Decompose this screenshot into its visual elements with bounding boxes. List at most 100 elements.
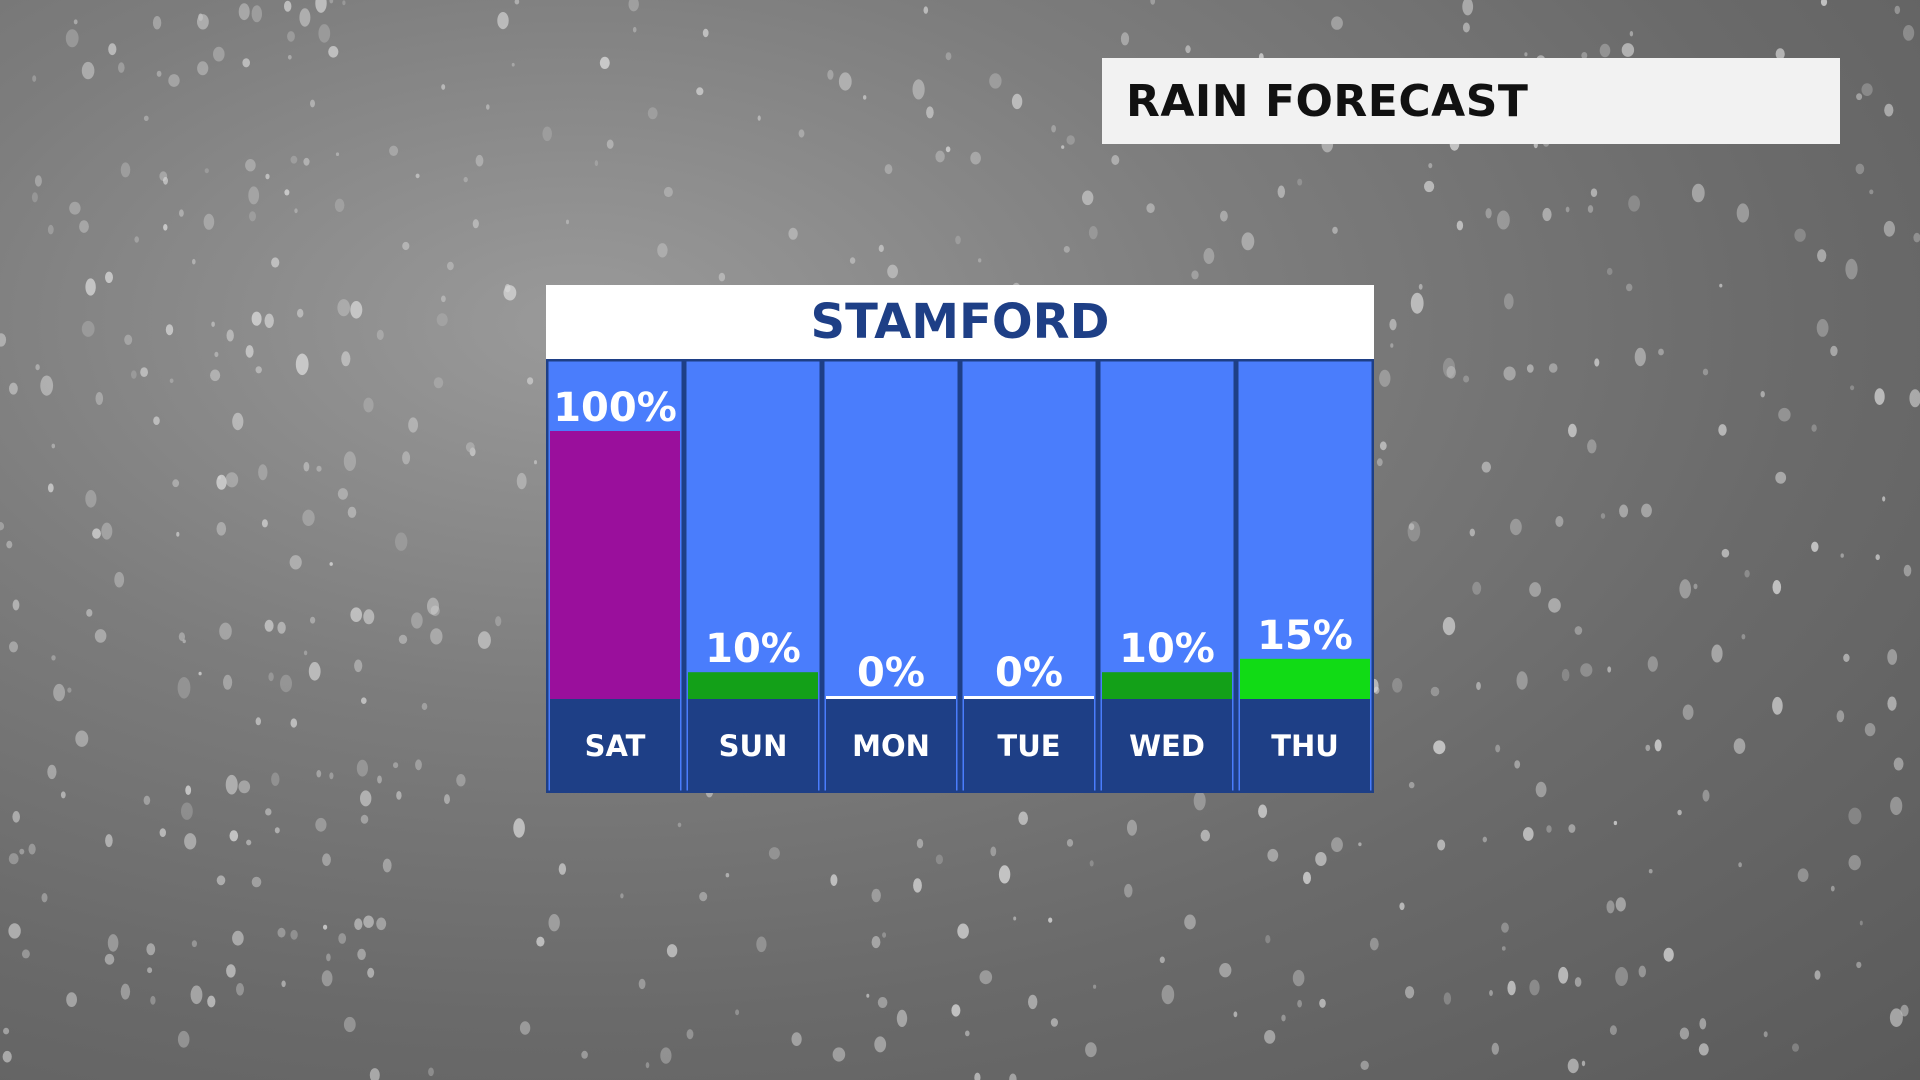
raindrop [1332,226,1338,234]
raindrop [1446,366,1456,379]
raindrop [1124,883,1133,898]
raindrop [660,1047,672,1064]
raindrop [108,43,117,56]
raindrop [1811,424,1817,432]
raindrop [281,980,286,988]
raindrop [542,126,552,142]
raindrop [258,464,268,481]
day-column-sat: 100% SAT [546,359,685,793]
raindrop [1855,163,1865,175]
raindrop [989,73,1002,89]
raindrop [1462,0,1474,16]
raindrop [1677,809,1682,816]
raindrop [1606,267,1613,276]
raindrop [1503,366,1516,381]
raindrop [1621,43,1635,57]
raindrop [65,29,79,48]
raindrop [347,506,357,518]
raindrop [1379,369,1391,387]
raindrop [1609,1025,1617,1036]
raindrop [1887,649,1898,665]
raindrop [1719,283,1723,288]
raindrop [1085,1042,1097,1058]
raindrop [832,1047,846,1062]
raindrop [1405,986,1415,999]
raindrop [290,929,298,940]
raindrop [1840,553,1844,558]
raindrop [1514,760,1521,769]
raindrop [350,607,363,622]
raindrop [0,522,5,531]
raindrop [264,313,274,328]
raindrop [2,1050,12,1063]
raindrop [735,1009,740,1016]
raindrop [41,893,48,903]
raindrop [264,619,274,632]
raindrop [134,236,139,243]
raindrop [47,483,54,493]
raindrop [3,1027,10,1035]
raindrop [1443,992,1452,1005]
raindrop [456,774,466,787]
raindrop [1051,125,1056,133]
raindrop [1009,1073,1017,1080]
raindrop [140,367,149,377]
raindrop [1233,1011,1238,1018]
raindrop [606,139,614,149]
raindrop [67,687,72,693]
raindrop [1645,744,1651,752]
raindrop [1909,389,1920,408]
raindrop [295,353,309,376]
raindrop [382,858,392,873]
raindrop [19,848,25,855]
raindrop [1567,1058,1579,1074]
raindrop [516,472,527,490]
day-column-sun: 10% SUN [683,359,823,793]
raindrop [1407,521,1421,542]
raindrop [265,808,272,816]
raindrop [1574,977,1582,987]
raindrop [1418,283,1423,290]
raindrop [1641,503,1652,518]
raindrop [472,219,479,229]
raindrop [101,522,113,540]
raindrop [1760,391,1765,398]
raindrop [415,173,420,179]
raindrop [107,934,119,952]
raindrop [35,364,40,371]
raindrop [328,46,339,58]
raindrop [350,301,363,319]
raindrop [1903,25,1915,41]
raindrop [131,370,137,379]
raindrop [913,878,922,893]
raindrop [143,795,151,805]
raindrop [1555,516,1564,527]
raindrop [965,1030,970,1037]
raindrop [935,854,944,865]
raindrop [1600,513,1606,519]
raindrop [1778,407,1791,422]
raindrop [1864,723,1876,737]
raindrop [1523,827,1534,841]
raindrop [191,940,197,948]
raindrop [1647,656,1658,672]
rain-forecast-title-box: RAIN FORECAST [1102,58,1840,144]
raindrop [427,597,439,615]
raindrop [1120,32,1130,46]
raindrop [47,224,54,235]
raindrop [1682,704,1694,720]
raindrop [465,442,475,453]
raindrop [40,375,54,396]
raindrop [978,258,982,263]
raindrop [827,69,834,80]
raindrop [53,683,65,702]
raindrop [935,150,945,163]
raindrop [198,671,202,676]
raindrop [677,822,682,828]
raindrop [1811,541,1819,552]
raindrop [1699,1018,1707,1030]
day-label-background [550,699,680,791]
raindrop [768,847,780,860]
raindrop [1607,666,1612,673]
raindrop [1111,155,1120,165]
